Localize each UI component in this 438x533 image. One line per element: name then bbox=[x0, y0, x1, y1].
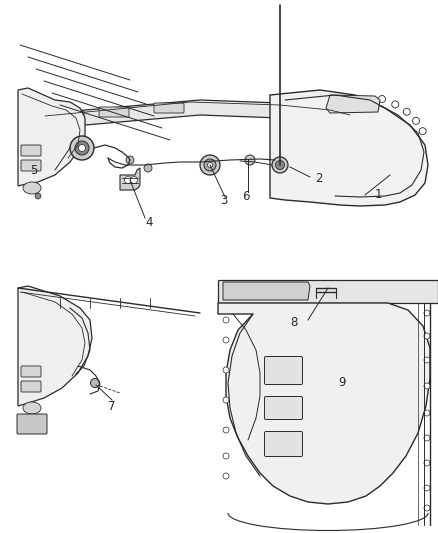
Circle shape bbox=[272, 157, 288, 173]
Circle shape bbox=[131, 176, 138, 183]
Circle shape bbox=[424, 485, 430, 491]
Text: 8: 8 bbox=[291, 317, 298, 329]
Text: 2: 2 bbox=[315, 172, 322, 184]
FancyBboxPatch shape bbox=[54, 111, 84, 121]
Circle shape bbox=[204, 159, 216, 171]
Circle shape bbox=[78, 144, 85, 151]
Circle shape bbox=[75, 141, 89, 155]
Text: 5: 5 bbox=[30, 164, 37, 176]
Polygon shape bbox=[218, 303, 430, 504]
Circle shape bbox=[223, 317, 229, 323]
Circle shape bbox=[245, 155, 255, 165]
Circle shape bbox=[378, 95, 385, 102]
Ellipse shape bbox=[23, 182, 41, 194]
Circle shape bbox=[223, 397, 229, 403]
Polygon shape bbox=[223, 282, 310, 300]
Circle shape bbox=[424, 505, 430, 511]
Ellipse shape bbox=[23, 402, 41, 414]
Circle shape bbox=[223, 473, 229, 479]
Circle shape bbox=[124, 176, 131, 183]
Circle shape bbox=[223, 337, 229, 343]
FancyBboxPatch shape bbox=[265, 357, 303, 384]
Circle shape bbox=[208, 163, 212, 167]
Circle shape bbox=[223, 367, 229, 373]
Text: 3: 3 bbox=[220, 195, 227, 207]
Polygon shape bbox=[218, 280, 438, 303]
FancyBboxPatch shape bbox=[99, 107, 129, 117]
Circle shape bbox=[424, 357, 430, 363]
FancyBboxPatch shape bbox=[265, 397, 303, 419]
FancyBboxPatch shape bbox=[21, 381, 41, 392]
Text: 6: 6 bbox=[242, 190, 250, 203]
FancyBboxPatch shape bbox=[265, 432, 303, 456]
Circle shape bbox=[126, 156, 134, 164]
Circle shape bbox=[70, 136, 94, 160]
FancyBboxPatch shape bbox=[154, 103, 184, 113]
Polygon shape bbox=[28, 100, 355, 130]
FancyBboxPatch shape bbox=[17, 414, 47, 434]
FancyBboxPatch shape bbox=[21, 145, 41, 156]
FancyBboxPatch shape bbox=[21, 366, 41, 377]
Circle shape bbox=[424, 310, 430, 316]
Circle shape bbox=[392, 101, 399, 108]
Circle shape bbox=[424, 460, 430, 466]
Circle shape bbox=[424, 410, 430, 416]
Circle shape bbox=[424, 383, 430, 389]
Circle shape bbox=[144, 164, 152, 172]
Text: 9: 9 bbox=[338, 376, 346, 390]
Text: 4: 4 bbox=[145, 215, 152, 229]
Circle shape bbox=[419, 128, 426, 135]
Circle shape bbox=[35, 193, 41, 199]
Polygon shape bbox=[326, 95, 380, 113]
Circle shape bbox=[200, 155, 220, 175]
Text: 7: 7 bbox=[108, 400, 116, 413]
Circle shape bbox=[403, 108, 410, 115]
Circle shape bbox=[424, 333, 430, 339]
Polygon shape bbox=[270, 90, 428, 206]
Circle shape bbox=[424, 435, 430, 441]
Circle shape bbox=[223, 453, 229, 459]
Circle shape bbox=[413, 117, 420, 124]
Polygon shape bbox=[120, 168, 140, 190]
Circle shape bbox=[91, 378, 99, 387]
Circle shape bbox=[276, 160, 285, 169]
FancyBboxPatch shape bbox=[21, 160, 41, 171]
Polygon shape bbox=[18, 88, 85, 186]
Polygon shape bbox=[18, 286, 92, 406]
Circle shape bbox=[223, 427, 229, 433]
Text: 1: 1 bbox=[375, 189, 382, 201]
